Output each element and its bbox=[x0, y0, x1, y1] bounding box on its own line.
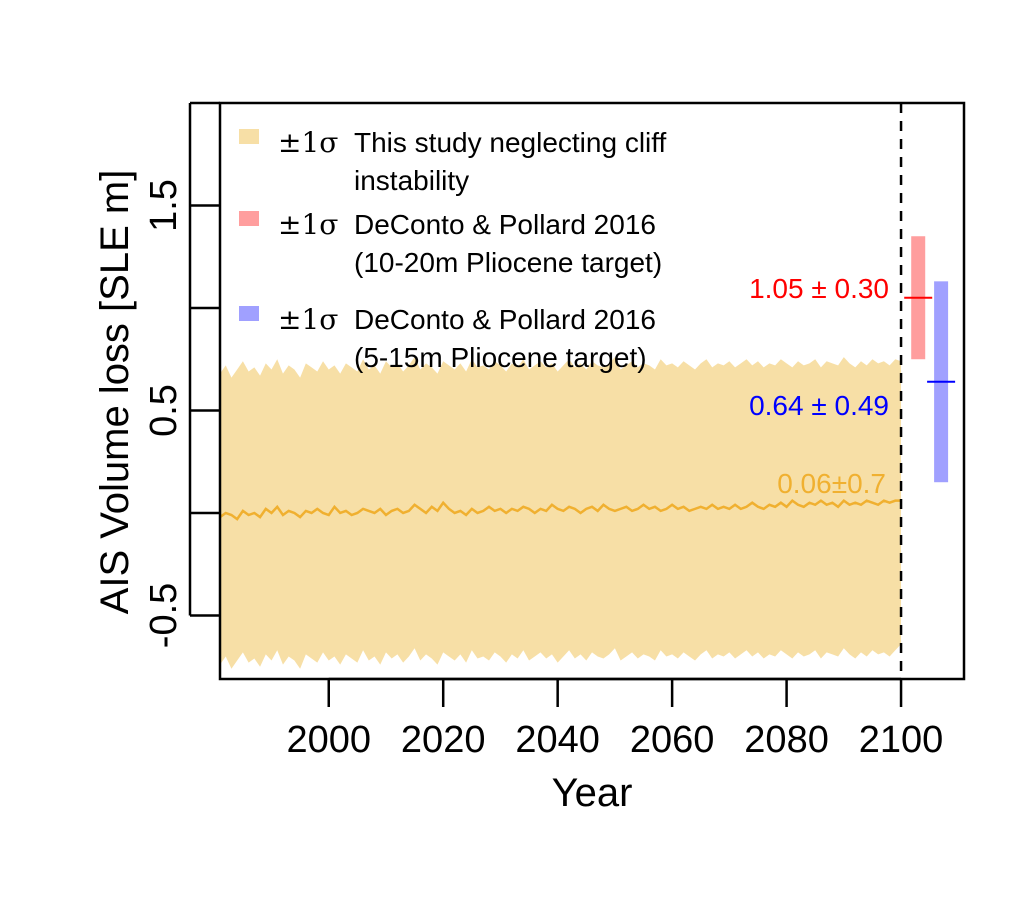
x-axis-title: Year bbox=[552, 771, 633, 815]
annotation-deconto-5-15m: 0.64 ± 0.49 bbox=[749, 390, 889, 421]
x-tick-label: 2100 bbox=[859, 719, 944, 761]
legend-label-line: instability bbox=[354, 165, 469, 196]
x-axis: 2000 2020 2040 2060 2080 2100 bbox=[286, 677, 944, 761]
series-line-this-study bbox=[219, 499, 902, 521]
legend-sigma-label: ±1σ bbox=[278, 208, 338, 241]
y-axis: -0.5 0.5 1.5 bbox=[143, 101, 220, 648]
y-tick-label: 1.5 bbox=[143, 179, 185, 232]
annotation-deconto-10-20m: 1.05 ± 0.30 bbox=[749, 273, 889, 304]
legend-label-line: This study neglecting cliff bbox=[354, 127, 667, 158]
x-tick-label: 2000 bbox=[286, 719, 371, 761]
annotation-this-study: 0.06±0.7 bbox=[777, 468, 886, 499]
y-tick-label: 0.5 bbox=[143, 384, 185, 437]
legend-swatch bbox=[239, 306, 259, 321]
series-band-this-study bbox=[220, 357, 902, 669]
plot-area bbox=[219, 103, 956, 679]
legend-swatch bbox=[239, 211, 259, 226]
annotations: 0.06±0.7 1.05 ± 0.30 0.64 ± 0.49 bbox=[749, 273, 889, 499]
x-tick-label: 2040 bbox=[515, 719, 600, 761]
legend-label-line: DeConto & Pollard 2016 bbox=[354, 209, 656, 240]
legend-sigma-label: ±1σ bbox=[278, 303, 338, 336]
y-axis-title: AIS Volume loss [SLE m] bbox=[93, 170, 137, 615]
legend-swatch bbox=[239, 129, 259, 144]
legend-sigma-label: ±1σ bbox=[278, 126, 338, 159]
x-tick-label: 2060 bbox=[630, 719, 715, 761]
y-tick-label: -0.5 bbox=[143, 583, 185, 648]
legend-label-line: (5-15m Pliocene target) bbox=[354, 342, 647, 373]
x-tick-label: 2080 bbox=[744, 719, 829, 761]
legend: ±1σ This study neglecting cliff instabilit… bbox=[239, 126, 667, 373]
x-tick-label: 2020 bbox=[401, 719, 486, 761]
legend-label-line: DeConto & Pollard 2016 bbox=[354, 304, 656, 335]
legend-label-line: (10-20m Pliocene target) bbox=[354, 247, 662, 278]
